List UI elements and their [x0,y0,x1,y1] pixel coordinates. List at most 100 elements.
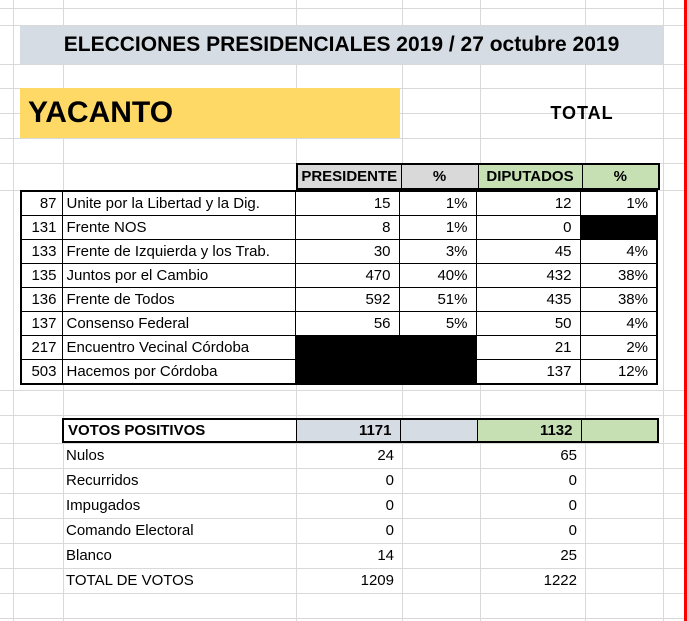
summary-label[interactable]: Nulos [66,447,105,464]
party-row: 133 Frente de Izquierda y los Trab. 30 3… [20,239,658,264]
summary-empty-cell[interactable] [402,493,480,518]
presidente-votes-cell[interactable]: 30 [294,239,400,264]
party-number-cell[interactable]: 87 [20,190,63,216]
redacted-cell[interactable] [294,359,400,385]
diputados-votes-cell[interactable]: 12 [475,190,581,216]
location-banner[interactable]: YACANTO [20,88,400,138]
party-number-cell[interactable]: 137 [20,311,63,336]
gridline [0,138,684,139]
summary-diputados-value[interactable]: 1222 [543,572,577,589]
votos-positivos-presidente[interactable]: 1171 [295,418,401,443]
diputados-pct-cell[interactable]: 2% [579,335,658,360]
diputados-votes-cell[interactable]: 45 [475,239,581,264]
gridline [0,593,684,594]
column-header-row: PRESIDENTE % DIPUTADOS % [296,163,660,190]
summary-empty-cell[interactable] [402,543,480,568]
summary-label[interactable]: Comando Electoral [66,522,194,539]
diputados-pct-cell[interactable]: 12% [579,359,658,385]
presidente-votes-cell[interactable]: 8 [294,215,400,240]
presidente-votes-cell[interactable]: 56 [294,311,400,336]
results-table: 87 Unite por la Libertad y la Dig. 15 1%… [20,190,658,385]
redacted-cell[interactable] [398,335,477,360]
diputados-votes-cell[interactable]: 21 [475,335,581,360]
presidente-pct-cell[interactable]: 40% [398,263,477,288]
party-number-cell[interactable]: 136 [20,287,63,312]
presidente-votes-cell[interactable]: 470 [294,263,400,288]
redacted-cell[interactable] [294,335,400,360]
summary-label[interactable]: Blanco [66,547,112,564]
diputados-votes-cell[interactable]: 0 [475,215,581,240]
presidente-pct-cell[interactable]: 5% [398,311,477,336]
party-name-cell[interactable]: Frente de Izquierda y los Trab. [61,239,296,264]
party-name-cell[interactable]: Unite por la Libertad y la Dig. [61,190,296,216]
summary-presidente-value[interactable]: 0 [385,522,394,539]
gridline [0,543,684,544]
summary-empty-cell[interactable] [402,468,480,493]
summary-empty-cell[interactable] [402,518,480,543]
party-name-cell[interactable]: Frente NOS [61,215,296,240]
diputados-votes-cell[interactable]: 137 [475,359,581,385]
votos-positivos-presidente-pct[interactable] [399,418,478,443]
summary-presidente-value[interactable]: 14 [377,547,394,564]
party-row: 136 Frente de Todos 592 51% 435 38% [20,287,658,312]
redacted-cell[interactable] [398,359,477,385]
summary-diputados-value[interactable]: 25 [560,547,577,564]
gridline [0,8,684,9]
party-number-cell[interactable]: 131 [20,215,63,240]
summary-empty-cell[interactable] [402,568,480,593]
summary-presidente-value[interactable]: 1209 [360,572,394,589]
votos-positivos-diputados-pct[interactable] [580,418,659,443]
redacted-cell[interactable] [579,215,658,240]
votos-positivos-label[interactable]: VOTOS POSITIVOS [62,418,297,443]
party-number-cell[interactable]: 217 [20,335,63,360]
votos-positivos-diputados[interactable]: 1132 [476,418,582,443]
diputados-votes-cell[interactable]: 435 [475,287,581,312]
summary-diputados-value[interactable]: 0 [568,497,577,514]
presidente-votes-cell[interactable]: 15 [294,190,400,216]
diputados-pct-cell[interactable]: 1% [579,190,658,216]
diputados-votes-cell[interactable]: 50 [475,311,581,336]
party-name-cell[interactable]: Consenso Federal [61,311,296,336]
party-number-cell[interactable]: 503 [20,359,63,385]
presidente-pct-cell[interactable]: 3% [398,239,477,264]
summary-diputados-value[interactable]: 0 [568,472,577,489]
header-presidente[interactable]: PRESIDENTE [296,163,402,190]
header-diputados[interactable]: DIPUTADOS [477,163,583,190]
gridline [0,468,684,469]
diputados-pct-cell[interactable]: 38% [579,287,658,312]
summary-label[interactable]: TOTAL DE VOTOS [66,572,194,589]
party-row: 503 Hacemos por Córdoba 137 12% [20,359,658,385]
summary-section: Nulos 24 65 Recurridos 0 0 Impugados 0 0… [62,443,585,593]
diputados-pct-cell[interactable]: 38% [579,263,658,288]
party-name-cell[interactable]: Encuentro Vecinal Córdoba [61,335,296,360]
summary-presidente-value[interactable]: 0 [385,497,394,514]
header-diputados-pct[interactable]: % [581,163,660,190]
party-name-cell[interactable]: Frente de Todos [61,287,296,312]
party-name-cell[interactable]: Hacemos por Córdoba [61,359,296,385]
diputados-pct-cell[interactable]: 4% [579,311,658,336]
presidente-pct-cell[interactable]: 1% [398,190,477,216]
summary-diputados-value[interactable]: 0 [568,522,577,539]
total-header[interactable]: TOTAL [550,102,614,123]
party-name-cell[interactable]: Juntos por el Cambio [61,263,296,288]
diputados-pct-cell[interactable]: 4% [579,239,658,264]
diputados-votes-cell[interactable]: 432 [475,263,581,288]
summary-presidente-value[interactable]: 24 [377,447,394,464]
gridline [0,568,684,569]
summary-presidente-value[interactable]: 0 [385,472,394,489]
votos-positivos-row: VOTOS POSITIVOS 1171 1132 [62,418,659,443]
header-presidente-pct[interactable]: % [400,163,479,190]
presidente-pct-cell[interactable]: 1% [398,215,477,240]
summary-empty-cell[interactable] [402,443,480,468]
summary-diputados-value[interactable]: 65 [560,447,577,464]
presidente-pct-cell[interactable]: 51% [398,287,477,312]
gridline [0,443,684,444]
party-number-cell[interactable]: 133 [20,239,63,264]
gridline [0,25,684,26]
summary-label[interactable]: Recurridos [66,472,139,489]
gridline [0,518,684,519]
summary-label[interactable]: Impugados [66,497,141,514]
party-number-cell[interactable]: 135 [20,263,63,288]
presidente-votes-cell[interactable]: 592 [294,287,400,312]
title-banner[interactable]: ELECCIONES PRESIDENCIALES 2019 / 27 octu… [20,26,663,64]
